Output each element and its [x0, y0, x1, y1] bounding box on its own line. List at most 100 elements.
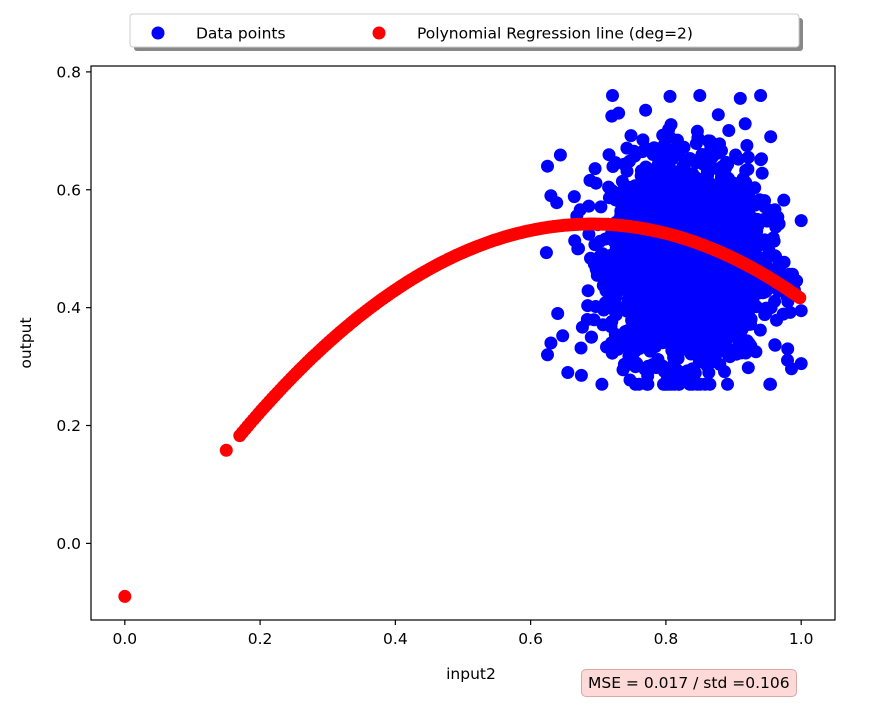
- data-point: [582, 199, 596, 213]
- data-point: [624, 129, 638, 143]
- data-point: [553, 148, 567, 162]
- data-point: [693, 89, 707, 102]
- plot-frame: [90, 65, 836, 621]
- data-point: [771, 210, 785, 224]
- data-point: [606, 89, 619, 102]
- data-point: [742, 189, 756, 203]
- data-point: [628, 179, 642, 193]
- legend: Data points Polynomial Regression line (d…: [129, 13, 803, 51]
- data-point: [595, 259, 609, 273]
- data-point: [739, 346, 753, 360]
- data-point: [694, 179, 708, 193]
- data-point: [595, 377, 609, 391]
- data-point: [581, 284, 595, 298]
- data-point: [794, 357, 808, 371]
- data-point: [544, 189, 558, 203]
- data-point: [669, 297, 683, 311]
- data-point: [629, 360, 642, 374]
- data-point: [659, 145, 673, 159]
- data-point: [669, 323, 683, 337]
- data-point: [612, 106, 626, 120]
- data-point: [598, 278, 612, 292]
- data-point: [714, 213, 728, 227]
- data-point: [679, 283, 693, 296]
- regression-point: [793, 291, 807, 305]
- data-point: [670, 309, 684, 323]
- data-point: [741, 162, 755, 176]
- data-point: [645, 179, 659, 192]
- y-tick-label: 0.4: [56, 299, 81, 317]
- data-point: [696, 321, 710, 335]
- data-point: [721, 377, 734, 391]
- data-point: [718, 275, 732, 289]
- data-point: [794, 304, 808, 318]
- data-point: [754, 153, 768, 167]
- data-point: [770, 313, 783, 327]
- data-point: [777, 193, 791, 207]
- data-point: [674, 167, 688, 180]
- data-point: [722, 124, 736, 137]
- data-point: [711, 108, 725, 122]
- x-tick-label: 0.0: [112, 630, 137, 648]
- data-point: [589, 300, 603, 313]
- legend-box: [129, 13, 800, 48]
- data-point: [758, 233, 772, 247]
- data-point: [626, 321, 640, 334]
- data-point: [706, 330, 720, 344]
- data-point: [639, 192, 652, 206]
- data-point: [718, 365, 731, 379]
- data-point: [605, 336, 619, 350]
- data-point: [689, 154, 703, 168]
- data-point: [567, 190, 581, 204]
- data-point: [613, 279, 627, 292]
- data-point: [651, 324, 665, 338]
- data-point: [620, 164, 634, 178]
- data-point: [704, 141, 718, 155]
- data-point: [683, 209, 697, 222]
- data-point: [656, 299, 670, 313]
- data-point: [632, 309, 646, 323]
- data-point: [754, 89, 768, 102]
- data-point: [733, 180, 747, 194]
- x-tick-label: 1.0: [789, 630, 814, 648]
- data-point: [612, 246, 626, 260]
- data-point: [585, 330, 598, 344]
- data-point: [695, 220, 708, 233]
- data-point: [639, 103, 653, 117]
- data-point: [678, 157, 692, 171]
- data-point: [588, 238, 602, 252]
- data-point: [729, 148, 743, 162]
- y-axis: 0.0 0.2 0.4 0.6 0.8: [56, 63, 91, 553]
- data-point: [556, 329, 570, 343]
- data-point: [768, 294, 782, 308]
- data-point: [604, 320, 618, 334]
- data-point: [589, 176, 603, 190]
- data-point: [605, 298, 618, 312]
- data-point: [588, 162, 602, 176]
- data-point: [703, 377, 717, 391]
- data-point: [700, 359, 714, 373]
- data-point: [539, 246, 553, 260]
- data-points-series: [539, 89, 808, 391]
- data-point: [733, 91, 747, 105]
- data-point: [721, 223, 734, 237]
- data-point: [755, 166, 769, 180]
- x-tick-label: 0.6: [518, 630, 543, 648]
- data-point: [697, 193, 711, 206]
- regression-point: [219, 443, 233, 457]
- data-point: [794, 214, 808, 228]
- data-point: [663, 89, 677, 103]
- data-point: [764, 377, 777, 391]
- data-point: [742, 336, 756, 350]
- data-point: [620, 340, 634, 354]
- data-point: [608, 263, 622, 277]
- data-point: [664, 163, 678, 176]
- data-point: [671, 351, 685, 365]
- data-point: [758, 308, 772, 322]
- data-point: [704, 255, 718, 269]
- data-point: [717, 330, 731, 344]
- data-point: [637, 202, 651, 216]
- data-point: [672, 144, 686, 158]
- data-point: [695, 338, 709, 352]
